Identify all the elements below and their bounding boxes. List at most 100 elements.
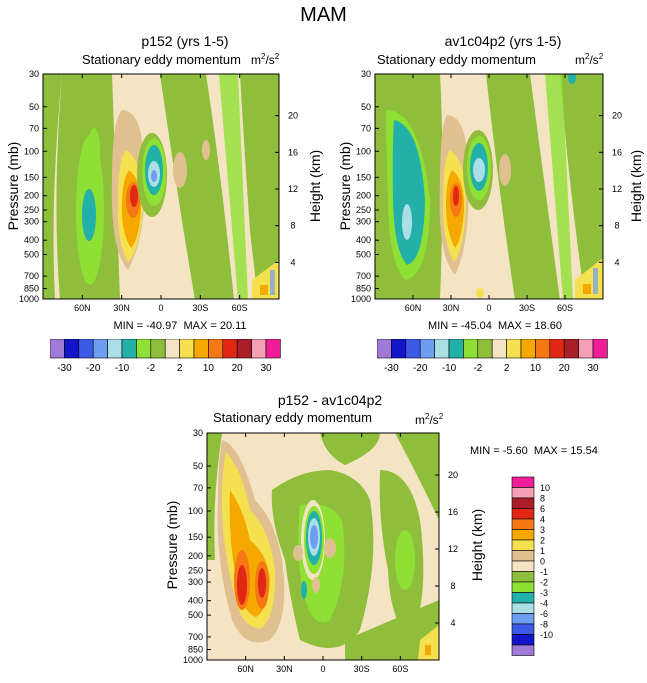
y-tick-label: 1000 [183, 655, 203, 665]
colorbar-label: 1 [540, 546, 545, 556]
panel1-x-ticks: 60N 30N 0 30S 60S [74, 74, 248, 313]
colorbar-label: 20 [559, 363, 571, 374]
height-tick-label: 16 [288, 147, 298, 157]
panel3-subtitle: Stationary eddy momentum [213, 410, 372, 425]
y-tick-label: 1000 [351, 294, 371, 304]
colorbar-box [511, 539, 535, 551]
colorbar-label: 3 [540, 525, 545, 535]
colorbar-box [578, 339, 594, 359]
colorbar-box [265, 339, 281, 359]
panel3-units: m2/s2 [415, 412, 443, 427]
y-tick-label: 30 [361, 69, 371, 79]
x-tick-label: 30S [519, 303, 535, 313]
height-tick-label: 12 [612, 184, 622, 194]
panel2-max-label: MAX = 18.60 [498, 320, 562, 332]
y-tick-label: 700 [188, 632, 203, 642]
colorbar-box [448, 339, 464, 359]
height-tick-label: 20 [612, 111, 622, 121]
y-tick-label: 500 [188, 610, 203, 620]
colorbar-box [92, 339, 108, 359]
panel2-min-label: MIN = -45.04 [428, 320, 492, 332]
height-tick-label: 12 [288, 184, 298, 194]
y-tick-label: 100 [24, 146, 39, 156]
panel3-units-mid: /s [429, 413, 439, 427]
panel3-minmax: MIN = -5.60 MAX = 15.54 [470, 445, 598, 457]
panel1-colorbar-labels: -30 -20 -10 -2 2 10 20 30 [57, 363, 272, 374]
colorbar-box [563, 339, 579, 359]
colorbar-box [208, 339, 224, 359]
colorbar-box [535, 339, 551, 359]
colorbar-box [463, 339, 479, 359]
x-tick-label: 0 [158, 303, 163, 313]
panel2-colorbar-boxes [377, 339, 608, 359]
colorbar-label: -6 [540, 609, 548, 619]
colorbar-box [511, 508, 535, 520]
colorbar-box [511, 571, 535, 583]
colorbar-box [511, 487, 535, 499]
panel1-ylabel-right: Height (km) [307, 149, 323, 223]
colorbar-box [477, 339, 493, 359]
colorbar-box [434, 339, 450, 359]
colorbar-label: -20 [413, 363, 428, 374]
y-tick-label: 150 [188, 532, 203, 542]
y-tick-label: 30 [29, 69, 39, 79]
colorbar-box [377, 339, 392, 359]
y-tick-label: 100 [356, 146, 371, 156]
colorbar-box [520, 339, 536, 359]
y-tick-label: 850 [24, 284, 39, 294]
y-tick-label: 700 [356, 271, 371, 281]
colorbar-label: 10 [530, 363, 542, 374]
colorbar-label: 30 [587, 363, 599, 374]
panel2-minmax: MIN = -45.04 MAX = 18.60 [400, 320, 590, 332]
colorbar-box [511, 613, 535, 625]
panel1-units-sup1: 2 [261, 52, 266, 61]
panel3-min-label: MIN = -5.60 [470, 445, 528, 457]
colorbar-box [391, 339, 407, 359]
colorbar-label: -10 [540, 630, 553, 640]
height-tick-label: 8 [450, 581, 455, 591]
colorbar-label: -10 [442, 363, 457, 374]
y-tick-label: 250 [188, 565, 203, 575]
x-tick-label: 60N [237, 664, 254, 674]
colorbar-label: -20 [86, 363, 101, 374]
colorbar-label: 0 [540, 557, 545, 567]
panel1-colorbar: -30 -20 -10 -2 2 10 20 30 [50, 339, 281, 374]
x-tick-label: 30N [113, 303, 130, 313]
y-tick-label: 150 [24, 172, 39, 182]
panel2-subtitle: Stationary eddy momentum [377, 52, 536, 67]
colorbar-box [491, 339, 507, 359]
colorbar-label: 10 [540, 483, 550, 493]
colorbar-box [222, 339, 238, 359]
y-tick-label: 200 [188, 551, 203, 561]
y-tick-label: 850 [356, 284, 371, 294]
colorbar-label: -2 [473, 363, 482, 374]
panel3-ylabel: Pressure (mb) [164, 500, 180, 590]
figure-title: MAM [300, 4, 347, 26]
colorbar-box [405, 339, 421, 359]
y-tick-label: 250 [24, 205, 39, 215]
y-tick-label: 500 [356, 250, 371, 260]
x-tick-label: 60S [392, 664, 408, 674]
colorbar-box [549, 339, 565, 359]
colorbar-label: 8 [540, 494, 545, 504]
y-tick-label: 400 [24, 235, 39, 245]
colorbar-box [511, 644, 535, 656]
panel2-units-base: m [575, 53, 585, 67]
colorbar-label: -30 [57, 363, 72, 374]
panel2-ylabel: Pressure (mb) [337, 141, 353, 231]
colorbar-box [511, 592, 535, 604]
colorbar-label: -3 [540, 588, 548, 598]
panel1-units-base: m [251, 53, 261, 67]
colorbar-box [511, 518, 535, 530]
panel1-min-label: MIN = -40.97 [113, 320, 178, 332]
height-tick-label: 12 [448, 544, 458, 554]
colorbar-label: 10 [203, 363, 215, 374]
colorbar-box [511, 476, 535, 488]
colorbar-box [511, 581, 535, 593]
panel2-colorbar: -30 -20 -10 -2 2 10 20 30 [377, 339, 608, 374]
y-tick-label: 850 [188, 644, 203, 654]
